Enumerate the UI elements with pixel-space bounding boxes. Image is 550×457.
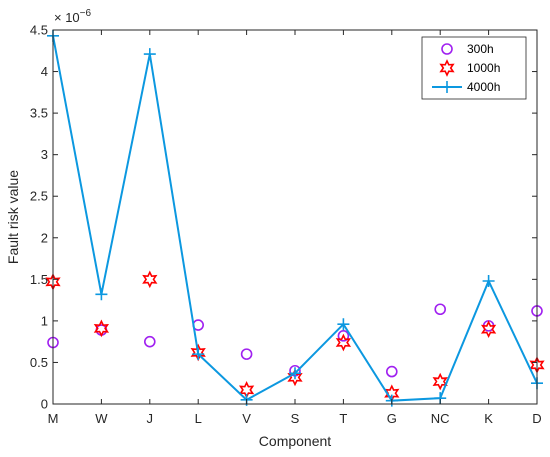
legend-label-4000h: 4000h (467, 80, 500, 94)
y-tick-label-1: 0.5 (30, 355, 48, 370)
y-exponent-label: × 10−6 (54, 8, 92, 25)
point-4000h-J (143, 48, 156, 61)
point-1000h-W (93, 319, 110, 338)
y-tick-label-3: 1.5 (30, 272, 48, 287)
point-300h-J (144, 335, 156, 348)
legend-marker-300h (441, 43, 453, 55)
point-4000h-T (337, 318, 350, 331)
x-tick-label-J: J (147, 411, 154, 426)
x-tick-label-G: G (387, 411, 397, 426)
legend-item-4000h: 4000h (432, 80, 500, 94)
point-300h-NC (434, 303, 447, 316)
y-tick-label-0: 0 (41, 397, 48, 412)
point-4000h-L (192, 348, 205, 361)
x-tick-label-V: V (242, 411, 251, 426)
point-1000h-S (287, 368, 303, 387)
y-tick-label-2: 1 (41, 313, 48, 328)
y-tick-label-9: 4.5 (30, 23, 48, 38)
x-tick-label-W: W (95, 411, 108, 426)
x-tick-label-L: L (195, 411, 202, 426)
series-layer (45, 29, 545, 407)
point-4000h-W (95, 288, 108, 301)
x-tick-label-S: S (291, 411, 300, 426)
y-tick-label-4: 2 (41, 230, 48, 245)
series-4000h (47, 29, 543, 407)
x-tick-label-K: K (484, 411, 493, 426)
point-4000h-K (482, 274, 495, 287)
point-300h-T (337, 330, 350, 342)
x-tick-label-T: T (339, 411, 347, 426)
ticks-layer: M W J L V S T G NC K D 0 0.5 1 1.5 2 2.5 3 3.5 4 4.5 (30, 23, 542, 427)
point-1000h-NC (432, 372, 448, 391)
legend-box (421, 36, 527, 100)
legend-marker-4000h (441, 81, 453, 93)
y-tick-label-8: 4 (41, 64, 48, 79)
legend-marker-1000h (439, 59, 455, 77)
x-tick-label-NC: NC (431, 411, 450, 426)
point-300h-G (385, 365, 398, 378)
point-1000h-K (480, 320, 497, 339)
y-exponent-power: −6 (80, 8, 92, 19)
x-tick-label-D: D (532, 411, 541, 426)
x-axis-label: Component (259, 433, 331, 449)
point-1000h-T (335, 333, 352, 352)
legend-item-300h: 300h (441, 42, 494, 56)
point-300h-V (240, 348, 253, 360)
y-tick-label-5: 2.5 (30, 189, 48, 204)
y-tick-label-7: 3.5 (30, 106, 48, 121)
point-4000h-S (289, 367, 301, 380)
y-axis-label: Fault risk value (5, 170, 21, 264)
x-tick-label-M: M (48, 411, 59, 426)
y-exponent-base: × 10 (54, 10, 80, 25)
legend: 300h 1000h 4000h (421, 36, 527, 100)
legend-label-300h: 300h (467, 42, 494, 56)
point-1000h-J (142, 270, 158, 289)
legend-item-1000h: 1000h (439, 59, 500, 77)
y-tick-label-6: 3 (41, 147, 48, 162)
legend-label-1000h: 1000h (467, 61, 500, 75)
